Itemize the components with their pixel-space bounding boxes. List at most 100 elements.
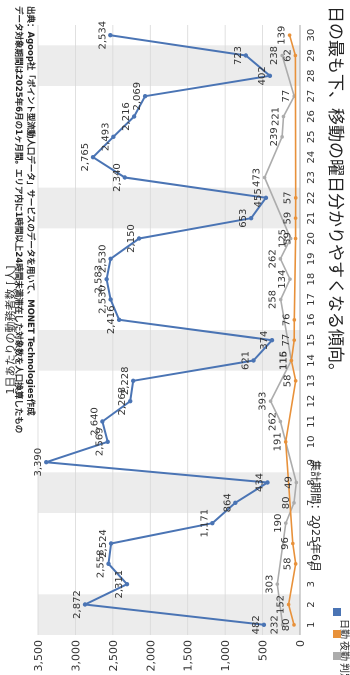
x-tick-label: 5: [306, 540, 317, 546]
data-point: [262, 175, 267, 180]
data-label: 2,268: [117, 387, 128, 416]
data-point: [106, 561, 111, 567]
data-point: [293, 236, 298, 241]
data-label: 80: [281, 496, 292, 509]
data-label: 134: [277, 270, 288, 289]
weekend-band: [38, 187, 300, 229]
x-tick-label: 29: [306, 49, 317, 62]
x-tick-label: 1: [306, 622, 317, 628]
data-label: 402: [257, 66, 268, 85]
weekend-band: [38, 329, 300, 371]
x-tick-label: 4: [306, 561, 317, 567]
data-point: [288, 277, 292, 281]
data-point: [243, 53, 249, 58]
data-point: [287, 33, 292, 37]
data-point: [292, 623, 296, 627]
data-label: 2,524: [98, 529, 109, 558]
data-point: [280, 623, 285, 627]
x-tick-label: 7: [306, 500, 317, 506]
data-point: [90, 154, 96, 160]
y-tick-label: 3,500: [32, 640, 45, 672]
data-point: [294, 480, 299, 485]
data-label: 2,416: [106, 306, 117, 335]
data-point: [122, 175, 128, 180]
x-tick-label: 11: [306, 415, 317, 428]
data-point: [292, 318, 297, 322]
data-point: [283, 521, 288, 525]
data-point: [124, 581, 130, 587]
legend-swatch: [333, 608, 341, 616]
data-point: [100, 419, 105, 424]
data-point: [248, 215, 254, 221]
data-label: 2,150: [126, 224, 137, 253]
data-point: [288, 236, 293, 241]
weekend-band: [38, 45, 300, 86]
data-label: 238: [269, 46, 280, 65]
data-label: 116: [278, 351, 289, 370]
data-point: [131, 114, 137, 119]
data-point: [293, 196, 298, 200]
data-point: [278, 419, 283, 424]
data-point: [116, 317, 122, 323]
data-label: 49: [283, 476, 294, 489]
data-point: [286, 602, 291, 607]
data-label: 455: [253, 188, 264, 207]
data-label: 58: [283, 557, 294, 570]
data-point: [275, 582, 280, 586]
data-label: 139: [277, 26, 288, 45]
data-label: 125: [278, 229, 289, 248]
data-point: [292, 501, 296, 505]
data-label: 864: [222, 493, 233, 512]
x-tick-label: 14: [306, 354, 317, 367]
data-label: 76: [281, 313, 292, 326]
source-line-2: データ対象期間は2025年6月の1ヶ月間。エリア内に1時間以上24時間未満滞在し…: [13, 6, 24, 433]
data-label: 191: [273, 432, 284, 451]
x-axis: 1234567891011121314151617181920212223242…: [299, 25, 317, 635]
series-undetermined: [262, 53, 299, 627]
data-label: 62: [282, 49, 293, 62]
data-label: 59: [283, 212, 294, 225]
data-label: 262: [267, 249, 278, 268]
data-point: [280, 53, 284, 58]
data-label: 190: [273, 514, 284, 533]
x-tick-label: 23: [306, 171, 317, 184]
data-point: [293, 562, 298, 566]
data-label: 303: [264, 575, 275, 594]
data-label: 2,765: [80, 143, 91, 172]
data-label: 232: [270, 615, 281, 634]
data-point: [289, 358, 294, 363]
data-label: 80: [281, 618, 292, 631]
x-tick-label: 30: [306, 29, 317, 42]
data-label: 58: [283, 374, 294, 387]
data-label: 374: [259, 331, 270, 350]
y-tick-label: 1,500: [182, 640, 195, 672]
headline: 日の最も下、移動の曜日分かりやすくなる傾向。: [325, 6, 345, 380]
data-label: 96: [280, 537, 291, 550]
x-tick-label: 2: [306, 601, 317, 607]
y-tick-label: 2,000: [144, 640, 157, 672]
series-line: [284, 34, 297, 626]
data-point: [283, 440, 288, 444]
data-point: [278, 297, 283, 302]
series-day-shift: [44, 32, 275, 628]
data-label: 239: [269, 127, 280, 146]
data-label: 473: [252, 168, 263, 187]
data-label: 57: [283, 191, 294, 204]
data-label: 2,534: [97, 21, 108, 50]
x-tick-label: 6: [306, 520, 317, 526]
data-label: 2,216: [121, 102, 132, 131]
x-tick-label: 12: [306, 395, 317, 408]
x-tick-label: 22: [306, 191, 317, 204]
x-tick-label: 15: [306, 334, 317, 347]
data-label: 2,640: [89, 407, 100, 436]
data-label: 2,340: [112, 163, 123, 192]
x-tick-label: 10: [306, 435, 317, 448]
data-point: [280, 135, 284, 139]
data-label: 2,228: [120, 367, 131, 396]
data-point: [136, 236, 142, 241]
data-label: 152: [276, 595, 287, 614]
data-point: [104, 276, 109, 282]
x-tick-label: 3: [306, 581, 317, 587]
